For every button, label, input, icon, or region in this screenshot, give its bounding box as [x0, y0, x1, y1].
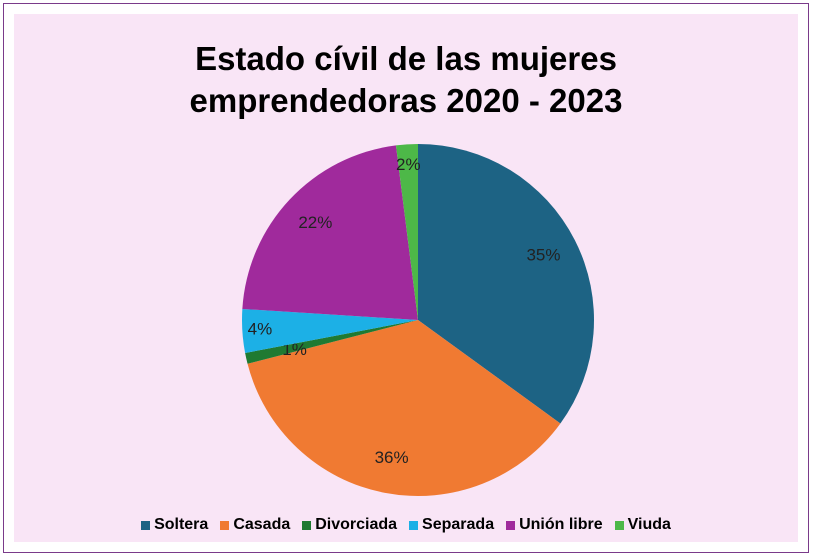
data-label: 2% — [396, 155, 421, 174]
legend-item: Unión libre — [506, 516, 603, 534]
chart-title: Estado cívil de las mujeres emprendedora… — [189, 40, 623, 119]
legend: Soltera Casada Divorciada Separada Unión lib… — [14, 516, 798, 534]
legend-item: Casada — [220, 516, 290, 534]
legend-swatch — [409, 520, 419, 530]
legend-label: Separada — [422, 516, 495, 533]
legend-swatch — [220, 520, 230, 530]
legend-label: Unión libre — [519, 516, 603, 533]
pie-chart: 35% 36% 1% 4% 22% 2% — [241, 144, 594, 496]
legend-swatch — [506, 520, 516, 530]
legend-swatch — [141, 520, 151, 530]
data-label: 22% — [298, 213, 332, 232]
pie-slice — [242, 145, 418, 320]
legend-item: Divorciada — [302, 516, 397, 534]
chart-frame: 35% 36% 1% 4% 22% 2% Estado cívil de las muje… — [3, 3, 809, 553]
data-label: 1% — [282, 340, 307, 359]
pie-slice — [247, 320, 561, 496]
data-label: 4% — [248, 319, 273, 338]
pie-slice — [245, 320, 418, 364]
legend-label: Casada — [233, 516, 291, 533]
data-label: 35% — [526, 246, 560, 265]
pie-slice — [418, 144, 594, 424]
legend-item: Separada — [409, 516, 494, 534]
legend-swatch — [614, 520, 624, 530]
pie-slice — [395, 144, 418, 320]
legend-item: Viuda — [614, 516, 671, 534]
chart-area: 35% 36% 1% 4% 22% 2% Estado cívil de las muje… — [14, 14, 798, 542]
legend-label: Viuda — [627, 516, 671, 533]
data-label: 36% — [375, 448, 409, 467]
legend-swatch — [302, 520, 312, 530]
pie-slice — [241, 308, 418, 353]
legend-item: Soltera — [141, 516, 208, 534]
legend-label: Soltera — [154, 516, 209, 533]
legend-label: Divorciada — [315, 516, 398, 533]
